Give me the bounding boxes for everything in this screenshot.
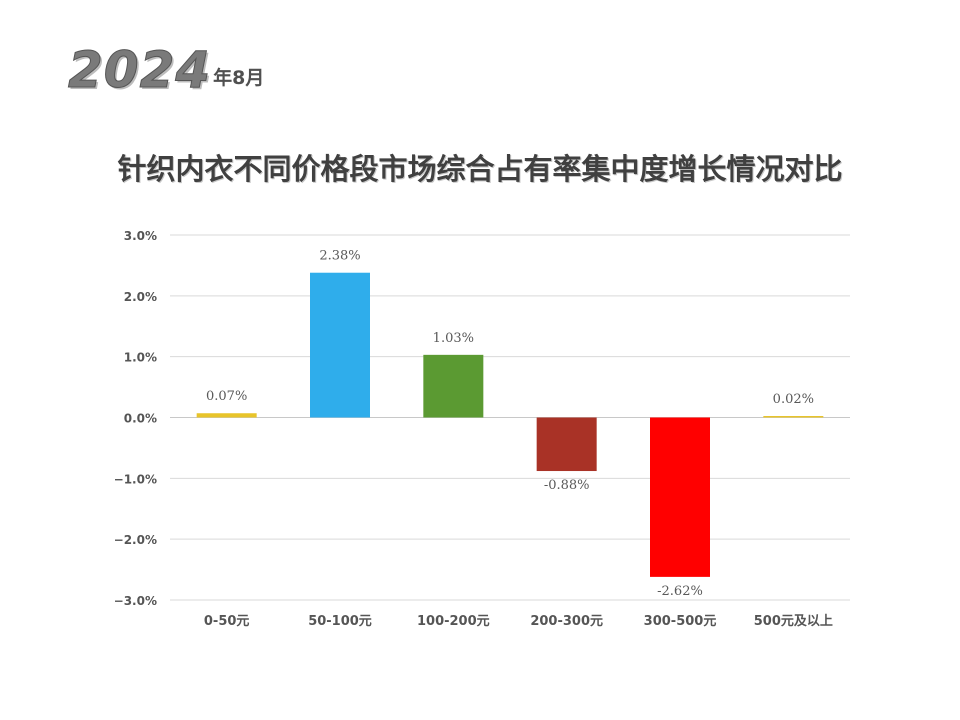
data-label: 0.02% [773,392,814,407]
bar [310,272,370,418]
y-tick-label: 1.0% [124,351,157,365]
x-tick-label: 200-300元 [530,614,603,629]
gridlines [170,234,850,601]
data-label: -0.88% [544,478,590,493]
month-text: 年8月 [213,67,265,89]
y-tick-label: 3.0% [124,229,157,243]
x-axis-ticks: 0-50元 50-100元 100-200元 200-300元 300-500元 500元… [204,614,833,629]
y-tick-label: 2.0% [124,290,157,304]
data-labels: 0.07% 2.38% 1.03% -0.88% -2.62% 0.02% [206,249,814,599]
bars [196,272,824,577]
date-heading: 2024 年8月 [67,41,265,99]
y-tick-label: −1.0% [114,472,157,486]
x-tick-label: 0-50元 [204,614,250,629]
data-label: 1.03% [433,331,474,346]
y-tick-label: −3.0% [114,594,157,608]
data-label: 2.38% [319,249,360,264]
bar [536,417,597,472]
x-tick-label: 500元及以上 [754,614,833,629]
bar [196,413,257,418]
y-tick-label: −2.0% [114,533,157,547]
y-tick-label: 0.0% [124,412,157,426]
chart-title: 针织内衣不同价格段市场综合占有率集中度增长情况对比 [117,152,843,186]
bar [650,417,710,577]
y-axis-ticks: 3.0% 2.0% 1.0% 0.0% −1.0% −2.0% −3.0% [114,229,157,608]
x-tick-label: 100-200元 [417,614,490,629]
x-tick-label: 50-100元 [308,614,372,629]
bar [423,354,484,418]
year-text: 2024 [67,41,212,99]
x-tick-label: 300-500元 [644,614,717,629]
data-label: -2.62% [657,584,703,599]
data-label: 0.07% [206,389,247,404]
bar [763,416,824,418]
